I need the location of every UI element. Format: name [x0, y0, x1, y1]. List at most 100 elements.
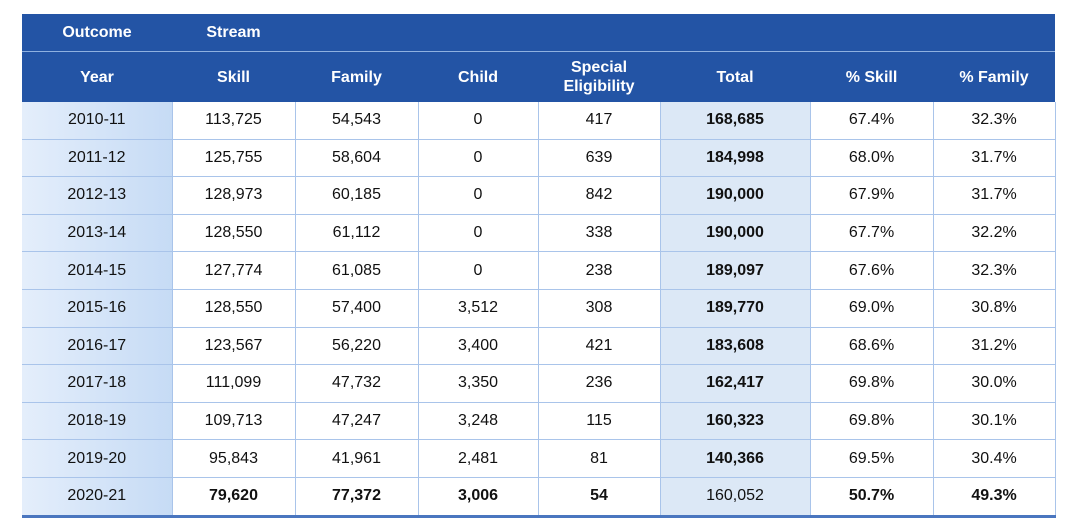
data-cell: 338: [538, 214, 661, 253]
data-cell: 54: [538, 477, 661, 518]
data-cell: 67.9%: [810, 176, 934, 215]
data-cell: 238: [538, 251, 661, 290]
data-cell: 3,248: [418, 402, 539, 441]
data-cell: 68.6%: [810, 327, 934, 366]
year-cell: 2017-18: [22, 364, 173, 403]
data-cell: 190,000: [660, 176, 811, 215]
data-cell: 128,550: [172, 289, 296, 328]
data-cell: 0: [418, 214, 539, 253]
table-row: 2016-17 123,567 56,220 3,400 421 183,608 68.6%…: [22, 327, 1056, 366]
data-cell: 61,112: [295, 214, 419, 253]
data-cell: 58,604: [295, 139, 419, 178]
data-cell: 111,099: [172, 364, 296, 403]
data-cell: 140,366: [660, 439, 811, 478]
data-cell: 162,417: [660, 364, 811, 403]
data-cell: 168,685: [660, 102, 811, 140]
table-row: 2019-20 95,843 41,961 2,481 81 140,366 69.5% 30…: [22, 439, 1056, 478]
column-header: Special Eligibility: [538, 51, 660, 102]
data-cell: 32.2%: [933, 214, 1056, 253]
data-cell: 69.8%: [810, 364, 934, 403]
data-cell: 2,481: [418, 439, 539, 478]
data-cell: 68.0%: [810, 139, 934, 178]
data-cell: 31.2%: [933, 327, 1056, 366]
data-cell: 67.4%: [810, 102, 934, 140]
data-cell: 115: [538, 402, 661, 441]
data-cell: 125,755: [172, 139, 296, 178]
data-cell: 47,247: [295, 402, 419, 441]
data-cell: 639: [538, 139, 661, 178]
year-cell: 2012-13: [22, 176, 173, 215]
data-cell: 308: [538, 289, 661, 328]
year-cell: 2010-11: [22, 102, 173, 140]
data-cell: 417: [538, 102, 661, 140]
table-row: 2011-12 125,755 58,604 0 639 184,998 68.0% 31.7…: [22, 139, 1056, 178]
year-cell: 2011-12: [22, 139, 173, 178]
data-cell: 49.3%: [933, 477, 1056, 518]
data-cell: 113,725: [172, 102, 296, 140]
column-header: Skill: [172, 51, 295, 102]
table-row: 2013-14 128,550 61,112 0 338 190,000 67.7% 32.2…: [22, 214, 1056, 253]
data-cell: 69.0%: [810, 289, 934, 328]
data-cell: 0: [418, 102, 539, 140]
column-header: Total: [660, 51, 810, 102]
data-cell: 109,713: [172, 402, 296, 441]
data-cell: 183,608: [660, 327, 811, 366]
data-cell: 0: [418, 176, 539, 215]
data-cell: 69.5%: [810, 439, 934, 478]
data-cell: 842: [538, 176, 661, 215]
data-cell: 31.7%: [933, 176, 1056, 215]
year-cell: 2018-19: [22, 402, 173, 441]
column-header: % Family: [933, 51, 1056, 102]
table-row: 2017-18 111,099 47,732 3,350 236 162,417 69.8%…: [22, 364, 1056, 403]
header-row: Year Skill Family Child Special Eligibility T…: [22, 51, 1056, 102]
data-cell: 57,400: [295, 289, 419, 328]
data-cell: 236: [538, 364, 661, 403]
table-row: 2015-16 128,550 57,400 3,512 308 189,770 69.0%…: [22, 289, 1056, 328]
column-header: Year: [22, 51, 172, 102]
data-cell: 54,543: [295, 102, 419, 140]
data-cell: 60,185: [295, 176, 419, 215]
data-cell: 69.8%: [810, 402, 934, 441]
data-cell: 127,774: [172, 251, 296, 290]
data-cell: 79,620: [172, 477, 296, 518]
data-cell: 30.4%: [933, 439, 1056, 478]
data-cell: 32.3%: [933, 251, 1056, 290]
data-cell: 67.7%: [810, 214, 934, 253]
data-cell: 47,732: [295, 364, 419, 403]
column-header: Family: [295, 51, 418, 102]
year-cell: 2015-16: [22, 289, 173, 328]
data-cell: 30.0%: [933, 364, 1056, 403]
data-cell: 3,400: [418, 327, 539, 366]
data-cell: 32.3%: [933, 102, 1056, 140]
year-cell: 2014-15: [22, 251, 173, 290]
table-body: 2010-11 113,725 54,543 0 417 168,685 67.4% 32.3…: [22, 102, 1056, 518]
data-cell: 189,097: [660, 251, 811, 290]
data-cell: 123,567: [172, 327, 296, 366]
year-cell: 2020-21: [22, 477, 173, 518]
data-cell: 184,998: [660, 139, 811, 178]
data-cell: 190,000: [660, 214, 811, 253]
data-cell: 81: [538, 439, 661, 478]
data-cell: 3,350: [418, 364, 539, 403]
data-cell: 67.6%: [810, 251, 934, 290]
data-cell: 128,550: [172, 214, 296, 253]
data-cell: 421: [538, 327, 661, 366]
data-cell: 3,512: [418, 289, 539, 328]
data-cell: 50.7%: [810, 477, 934, 518]
table-row: 2018-19 109,713 47,247 3,248 115 160,323 69.8%…: [22, 402, 1056, 441]
data-cell: 95,843: [172, 439, 296, 478]
data-cell: 56,220: [295, 327, 419, 366]
table-row: 2014-15 127,774 61,085 0 238 189,097 67.6% 32.3…: [22, 251, 1056, 290]
data-cell: 30.8%: [933, 289, 1056, 328]
data-cell: 30.1%: [933, 402, 1056, 441]
data-cell: 189,770: [660, 289, 811, 328]
year-cell: 2013-14: [22, 214, 173, 253]
table-row: 2012-13 128,973 60,185 0 842 190,000 67.9% 31.7…: [22, 176, 1056, 215]
data-cell: 31.7%: [933, 139, 1056, 178]
group-header: Outcome: [22, 14, 172, 52]
data-cell: 41,961: [295, 439, 419, 478]
data-cell: 61,085: [295, 251, 419, 290]
data-cell: 160,323: [660, 402, 811, 441]
data-cell: 128,973: [172, 176, 296, 215]
